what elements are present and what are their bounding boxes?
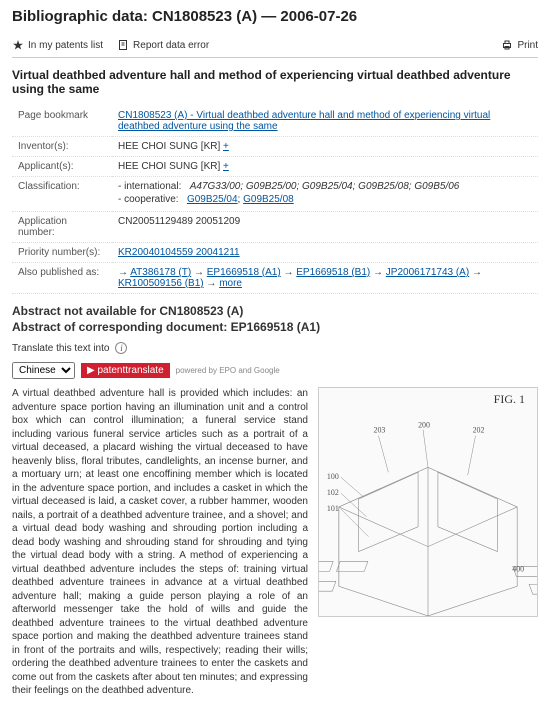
priono-link[interactable]: KR20040104559 20041211 [118,247,240,258]
fig-label-101: 101 [327,504,339,513]
alsopub-more-link[interactable]: more [219,278,242,289]
alsopub-link-4[interactable]: KR100509156 (B1) [118,278,204,289]
report-error-button[interactable]: Report data error [117,39,209,51]
document-title: Virtual deathbed adventure hall and meth… [12,68,538,96]
star-icon [12,39,24,51]
class-coop-link-0[interactable]: G09B25/04 [187,194,238,205]
class-intl-value: A47G33/00; G09B25/00; G09B25/04; G09B25/… [190,181,460,192]
inventors-label: Inventor(s): [12,137,112,157]
fig-label-100: 100 [327,472,339,481]
class-intl-label: - international: [118,181,181,192]
inventors-expand[interactable]: + [223,141,229,152]
abstract-heading-2: Abstract of corresponding document: EP16… [12,320,538,334]
alsopub-link-1[interactable]: EP1669518 (A1) [207,267,281,278]
alsopub-link-0[interactable]: AT386178 (T) [130,267,191,278]
class-coop-label: - cooperative: [118,194,179,205]
toolbar: In my patents list Report data error Pri… [12,33,538,58]
translate-label: Translate this text into [12,343,109,354]
patenttranslate-label: patenttranslate [97,365,163,376]
figure-drawing: 203 200 202 100 102 101 400 [319,388,537,616]
priono-label: Priority number(s): [12,243,112,263]
appno-value: CN20051129489 20051209 [112,212,538,243]
page-heading: Bibliographic data: CN1808523 (A) — 2006… [12,8,538,25]
page-bookmark-label: Page bookmark [12,106,112,137]
appno-label: Application number: [12,212,112,243]
alsopub-label: Also published as: [12,263,112,294]
class-coop-link-1[interactable]: G09B25/08 [243,194,294,205]
print-label: Print [517,40,538,51]
fig-label-200: 200 [418,421,430,430]
classification-label: Classification: [12,177,112,212]
print-icon [501,39,513,51]
my-patents-list-label: In my patents list [28,40,103,51]
fig-label-202: 202 [473,426,485,435]
figure-box: FIG. 1 [318,387,538,617]
abstract-text: A virtual deathbed adventure hall is pro… [12,387,308,698]
alsopub-cell: → AT386178 (T) → EP1669518 (A1) → EP1669… [112,263,538,294]
print-button[interactable]: Print [501,39,538,51]
patenttranslate-button[interactable]: ▶ patenttranslate [81,363,170,378]
page-bookmark-link[interactable]: CN1808523 (A) - Virtual deathbed adventu… [118,110,490,132]
translate-row: Translate this text into i [12,342,538,354]
applicants-value: HEE CHOI SUNG [KR] [118,161,223,172]
alsopub-link-3[interactable]: JP2006171743 (A) [386,267,469,278]
applicants-label: Applicant(s): [12,157,112,177]
metadata-table: Page bookmark CN1808523 (A) - Virtual de… [12,106,538,294]
fig-label-203: 203 [374,426,386,435]
translate-note: powered by EPO and Google [176,366,280,375]
applicants-expand[interactable]: + [223,161,229,172]
figure-caption: FIG. 1 [494,392,525,407]
fig-label-400: 400 [512,564,524,573]
fig-label-102: 102 [327,488,339,497]
translate-language-select[interactable]: Chinese [12,362,75,379]
info-icon[interactable]: i [115,342,127,354]
my-patents-list-button[interactable]: In my patents list [12,39,103,51]
abstract-heading-1: Abstract not available for CN1808523 (A) [12,304,538,318]
report-icon [117,39,129,51]
report-error-label: Report data error [133,40,209,51]
inventors-value: HEE CHOI SUNG [KR] [118,141,223,152]
alsopub-link-2[interactable]: EP1669518 (B1) [296,267,370,278]
